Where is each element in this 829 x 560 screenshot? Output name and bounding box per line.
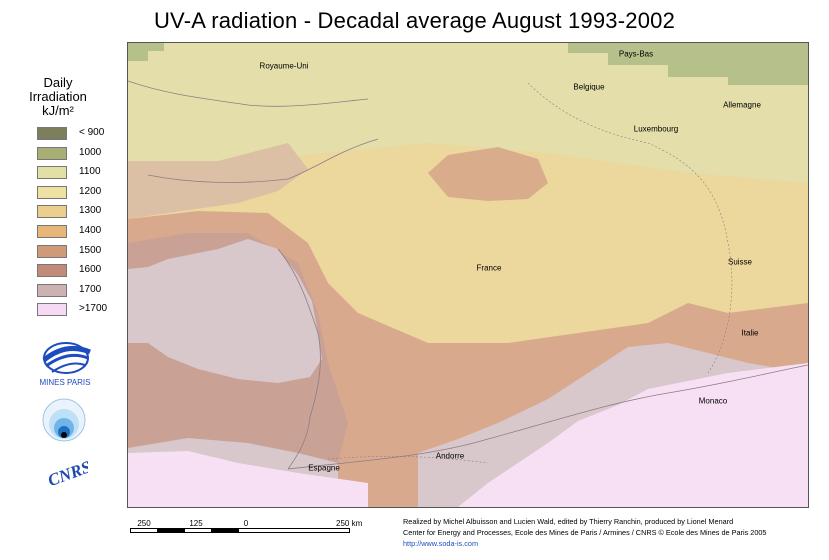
legend-label: < 900: [79, 127, 105, 138]
legend-item: 1700: [37, 282, 127, 302]
map-zone-atlantic: [128, 239, 322, 383]
legend-title: Daily Irradiation kJ/m²: [20, 76, 96, 118]
legend-title-line: Irradiation: [29, 89, 87, 104]
map-label: Monaco: [698, 396, 728, 406]
cnrs-emblem: CNRS: [45, 457, 93, 490]
map-label: Luxembourg: [633, 124, 679, 134]
map-zone-pink-spain: [128, 451, 368, 507]
map-panel[interactable]: Pays-Bas Royaume-Uni Belgique Allemagne Luxe…: [127, 42, 809, 508]
scale-segment: [211, 528, 239, 533]
scale-segment: [157, 528, 185, 533]
legend-item: 1300: [37, 203, 127, 223]
legend-swatch: [37, 224, 67, 238]
map-label: Italie: [741, 328, 759, 338]
map-label: Allemagne: [723, 100, 761, 110]
cnrs-logo: CNRS: [44, 452, 93, 496]
legend-label: 1200: [79, 185, 102, 197]
legend-label: 1500: [79, 244, 102, 256]
legend-label: 1300: [79, 205, 102, 217]
map-label: Belgique: [573, 82, 605, 92]
legend-label: 1000: [79, 146, 102, 158]
map-coastline: [128, 80, 369, 107]
legend-swatch: [37, 283, 67, 297]
legend-swatch: [37, 205, 67, 219]
legend-title-line: Daily: [43, 75, 73, 90]
legend-swatch: [37, 166, 67, 180]
map-label: Suisse: [727, 257, 753, 267]
page-title: UV-A radiation - Decadal average August …: [153, 8, 676, 33]
mines-paris-logo: MINES PARIS: [30, 338, 100, 390]
legend-swatch: [37, 127, 67, 140]
scale-segment: [184, 528, 212, 533]
legend-swatch: [37, 303, 67, 317]
scale-tick: 250 km: [336, 519, 363, 528]
legend-label: 1400: [79, 224, 102, 236]
credits: Realized by Michel Albuisson and Lucien …: [403, 516, 767, 549]
legend-label: 1100: [79, 166, 101, 178]
legend-title-line: kJ/m²: [42, 103, 74, 118]
credits-line: Center for Energy and Processes, Ecole d…: [403, 528, 767, 537]
mines-paris-text: MINES PARIS: [40, 378, 91, 387]
legend-label: 1700: [79, 283, 102, 295]
legend-swatch: [37, 244, 67, 258]
legend-swatch: [37, 264, 67, 278]
legend-item: < 900: [37, 125, 127, 145]
scale-tick: 250: [137, 519, 151, 528]
legend-item: 1500: [37, 243, 127, 263]
legend-item: 1600: [37, 262, 127, 282]
legend-label: >1700: [79, 303, 108, 315]
map-zone-brittany: [128, 143, 308, 219]
cnrs-text: CNRS: [45, 457, 88, 490]
credits-line: Realized by Michel Albuisson and Lucien …: [403, 517, 734, 526]
map-label: Pays-Bas: [618, 49, 654, 59]
legend-item: 1200: [37, 184, 127, 204]
scale-tick: 0: [243, 519, 249, 528]
observatory-logo: [41, 397, 87, 443]
map-border: [527, 82, 733, 374]
legend-item: 1000: [37, 145, 127, 165]
legend: < 900 1000 1100 1200 1300 1400 1500 1600 1700 >17…: [37, 125, 127, 321]
legend-swatch: [37, 146, 67, 160]
legend-item: >1700: [37, 301, 127, 321]
scale-segment: [238, 528, 350, 533]
map-label: France: [476, 263, 502, 273]
mines-paris-emblem: MINES PARIS: [40, 342, 91, 387]
map-border: [327, 456, 489, 464]
scale-bar: 250 125 0 250 km: [128, 512, 388, 542]
legend-item: 1400: [37, 223, 127, 243]
website-link[interactable]: http://www.soda-is.com: [403, 539, 479, 548]
map-zone-center: [428, 147, 548, 201]
legend-label: 1600: [79, 264, 102, 276]
scale-segment: [130, 528, 158, 533]
map-coastline: [287, 364, 808, 470]
map-zone-north: [128, 43, 808, 183]
map-zone-pink-sea: [458, 363, 808, 507]
map-label: Royaume-Uni: [259, 61, 309, 71]
observatory-emblem: [42, 398, 86, 442]
scale-tick: 125: [189, 519, 203, 528]
map-label: Espagne: [308, 463, 340, 473]
map-coastline: [277, 248, 321, 470]
map-canvas: [128, 43, 808, 507]
map-coastline: [147, 138, 379, 183]
map-label: Andorre: [435, 451, 465, 461]
legend-item: 1100: [37, 164, 127, 184]
legend-swatch: [37, 185, 67, 199]
map-zone-green: [128, 43, 164, 61]
map-zone-green: [568, 43, 808, 85]
